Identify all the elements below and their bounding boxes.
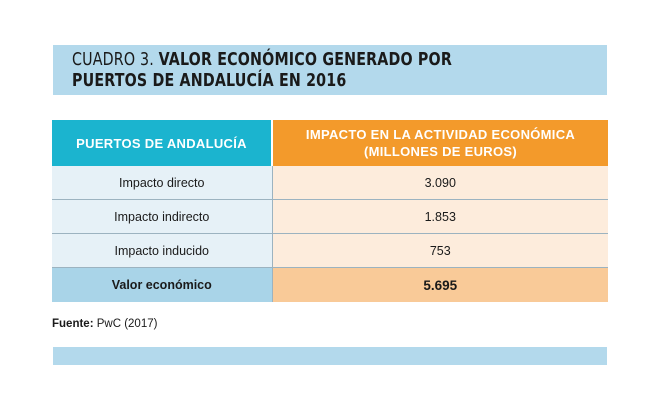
source-text: PwC (2017) (96, 318, 158, 330)
footer-band (53, 347, 607, 365)
row-value: 3.090 (272, 166, 608, 200)
table-total-row: Valor económico 5.695 (52, 267, 608, 302)
header-impact-line-2: (MILLONES DE EUROS) (363, 144, 518, 159)
total-value: 5.695 (272, 267, 608, 302)
table-row: Impacto indirecto 1.853 (52, 199, 608, 234)
table-row: Impacto inducido 753 (52, 233, 608, 268)
row-label: Impacto indirecto (52, 199, 273, 234)
title-line-2: PUERTOS DE ANDALUCÍA EN 2016 (72, 70, 347, 91)
document-title: CUADRO 3. VALOR ECONÓMICO GENERADO POR P… (72, 49, 452, 91)
row-value: 1.853 (272, 199, 608, 234)
title-line-1-text: VALOR ECONÓMICO GENERADO POR (158, 49, 452, 70)
row-label: Impacto inducido (52, 233, 273, 268)
title-band (53, 45, 607, 95)
source-note: Fuente: PwC (2017) (52, 318, 157, 330)
table-header-row: PUERTOS DE ANDALUCÍA IMPACTO EN LA ACTIV… (52, 120, 608, 166)
header-impact: IMPACTO EN LA ACTIVIDAD ECONÓMICA (MILLO… (272, 120, 608, 166)
source-label: Fuente: (52, 318, 94, 330)
header-impact-line-1: IMPACTO EN LA ACTIVIDAD ECONÓMICA (305, 127, 576, 142)
title-line-1: CUADRO 3. VALOR ECONÓMICO GENERADO POR (72, 49, 452, 70)
row-value: 753 (272, 233, 608, 268)
table-row: Impacto directo 3.090 (52, 166, 608, 200)
header-ports: PUERTOS DE ANDALUCÍA (52, 120, 273, 166)
impact-table: PUERTOS DE ANDALUCÍA IMPACTO EN LA ACTIV… (52, 120, 608, 302)
title-prefix: CUADRO 3. (72, 49, 154, 70)
row-label: Impacto directo (52, 166, 273, 200)
total-label: Valor económico (52, 267, 273, 302)
